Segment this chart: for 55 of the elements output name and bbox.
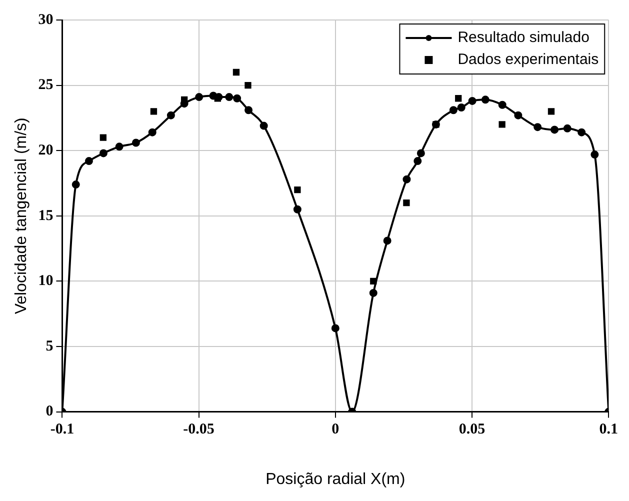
point <box>115 142 124 151</box>
point <box>498 100 506 109</box>
y-tick-label: 0 <box>46 404 54 420</box>
point <box>225 93 234 102</box>
point <box>550 126 559 134</box>
point <box>578 128 586 136</box>
point <box>403 200 410 206</box>
point <box>100 134 107 141</box>
point <box>233 94 242 102</box>
point <box>563 124 572 132</box>
point <box>383 236 392 245</box>
y-tick-label: 30 <box>38 12 54 28</box>
point <box>244 106 253 114</box>
point <box>293 205 302 214</box>
point <box>150 108 158 115</box>
x-tick-label: 0.05 <box>458 422 486 438</box>
point <box>548 108 555 115</box>
point <box>232 68 240 76</box>
y-tick-label: 15 <box>38 208 54 224</box>
legend-label: Dados experimentais <box>458 51 599 68</box>
y-tick-label: 20 <box>38 142 54 158</box>
point <box>132 138 140 147</box>
point <box>99 149 108 158</box>
point <box>294 186 301 194</box>
point <box>416 149 425 158</box>
point <box>468 96 476 105</box>
point <box>72 180 80 189</box>
point <box>195 93 204 102</box>
x-tick-label: 0 <box>332 422 340 438</box>
point <box>331 324 340 332</box>
y-tick-label: 10 <box>38 273 54 290</box>
y-axis-title: Velocidade tangencial (m/s) <box>13 118 30 314</box>
x-tick-label: -0.05 <box>183 422 214 438</box>
point <box>148 128 156 136</box>
point <box>514 111 522 120</box>
point <box>590 150 599 159</box>
x-tick-label: 0.1 <box>599 422 618 438</box>
legend-label: Resultado simulado <box>458 29 590 46</box>
point <box>369 288 378 297</box>
point <box>166 111 175 120</box>
point <box>260 122 268 130</box>
point <box>449 106 458 114</box>
point <box>414 157 422 166</box>
point <box>455 95 462 102</box>
point <box>84 157 93 166</box>
y-tick-label: 25 <box>38 77 54 94</box>
x-axis-title: Posição radial X(m) <box>266 470 406 488</box>
point <box>457 104 466 112</box>
y-tick-label: 5 <box>46 338 54 354</box>
point <box>244 82 252 89</box>
point <box>498 121 506 128</box>
point <box>534 123 542 132</box>
x-tick-label: -0.1 <box>50 422 74 438</box>
point <box>402 175 411 184</box>
point <box>481 96 490 104</box>
